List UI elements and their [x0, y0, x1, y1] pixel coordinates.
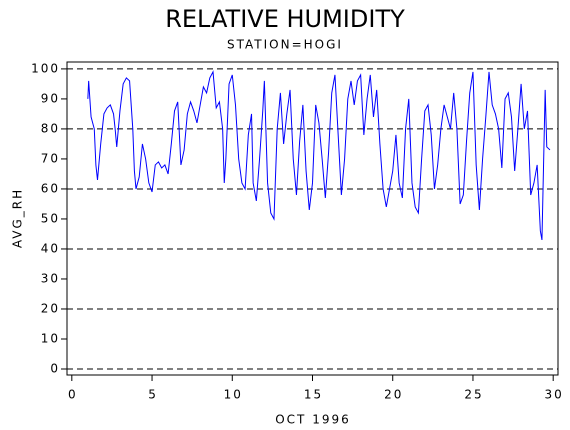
y-tick-label: 90 — [41, 91, 60, 105]
y-tick-label: 70 — [41, 151, 60, 165]
y-tick-label: 40 — [41, 241, 60, 255]
y-tick-label: 0 — [50, 361, 60, 375]
y-tick-label: 50 — [41, 211, 60, 225]
y-tick-label: 10 — [41, 331, 60, 345]
x-tick-label: 5 — [148, 388, 158, 402]
x-tick-label: 15 — [304, 388, 323, 402]
chart-title: RELATIVE HUMIDITY — [165, 5, 405, 33]
chart-subtitle: STATION=HOGI — [227, 38, 343, 52]
x-axis-label: OCT 1996 — [275, 413, 351, 427]
data-line — [87, 70, 551, 241]
y-axis-label: AVG_RH — [11, 188, 25, 248]
y-tick-label: 20 — [41, 301, 60, 315]
y-tick-label: 100 — [31, 61, 60, 75]
x-tick-label: 20 — [384, 388, 403, 402]
x-tick-label: 10 — [224, 388, 243, 402]
y-tick-label: 80 — [41, 121, 60, 135]
y-tick-label: 30 — [41, 271, 60, 285]
plot-frame — [66, 61, 559, 376]
x-tick-label: 0 — [68, 388, 78, 402]
y-tick-label: 60 — [41, 181, 60, 195]
x-tick-label: 25 — [464, 388, 483, 402]
x-tick-label: 30 — [545, 388, 564, 402]
